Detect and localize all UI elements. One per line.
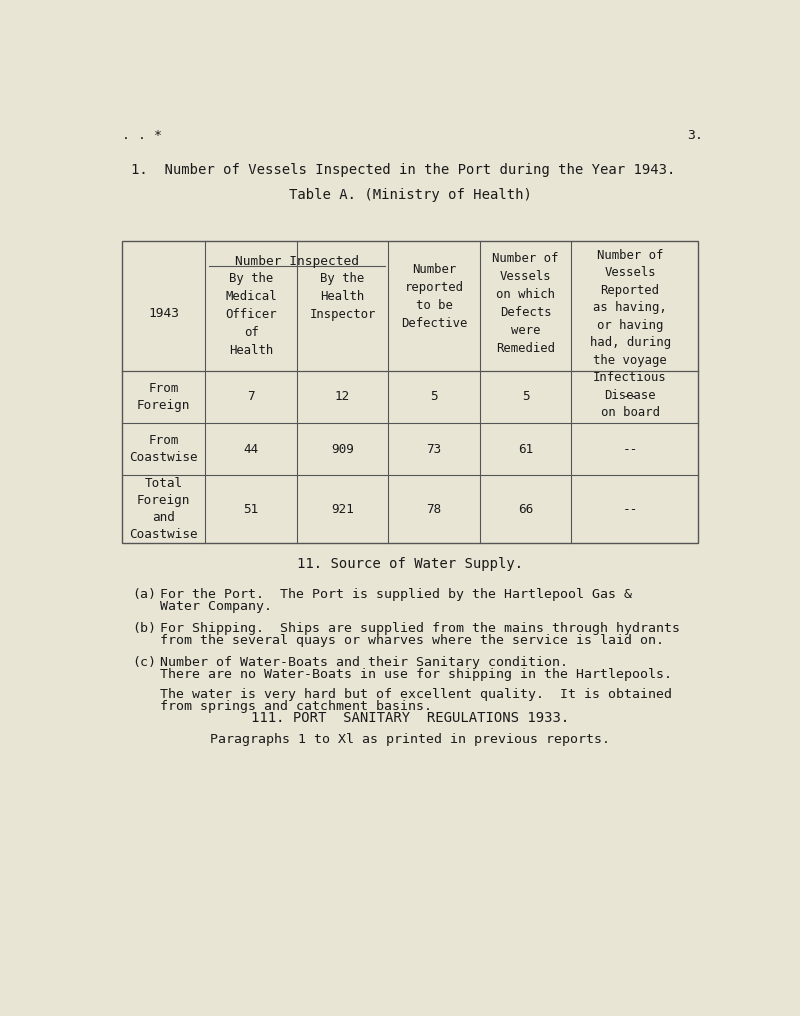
Text: --: -- bbox=[622, 390, 638, 403]
Text: 1943: 1943 bbox=[148, 307, 179, 320]
Text: 11. Source of Water Supply.: 11. Source of Water Supply. bbox=[297, 557, 523, 571]
Text: For Shipping.  Ships are supplied from the mains through hydrants: For Shipping. Ships are supplied from th… bbox=[161, 622, 681, 635]
Text: 78: 78 bbox=[426, 503, 442, 516]
Text: 3.: 3. bbox=[687, 129, 703, 142]
Text: From
Foreign: From Foreign bbox=[137, 382, 190, 411]
Text: 12: 12 bbox=[335, 390, 350, 403]
Text: Paragraphs 1 to Xl as printed in previous reports.: Paragraphs 1 to Xl as printed in previou… bbox=[210, 734, 610, 747]
Text: from springs and catchment basins.: from springs and catchment basins. bbox=[161, 700, 433, 713]
Text: For the Port.  The Port is supplied by the Hartlepool Gas &: For the Port. The Port is supplied by th… bbox=[161, 588, 633, 600]
Text: . . *: . . * bbox=[122, 129, 162, 142]
Text: Table A. (Ministry of Health): Table A. (Ministry of Health) bbox=[289, 188, 531, 202]
Text: 5: 5 bbox=[430, 390, 438, 403]
Text: --: -- bbox=[622, 503, 638, 516]
Text: Number of Water-Boats and their Sanitary condition.: Number of Water-Boats and their Sanitary… bbox=[161, 655, 569, 669]
Text: By the
Medical
Officer
of
Health: By the Medical Officer of Health bbox=[226, 272, 277, 357]
Text: The water is very hard but of excellent quality.  It is obtained: The water is very hard but of excellent … bbox=[161, 688, 673, 701]
Text: By the
Health
Inspector: By the Health Inspector bbox=[310, 272, 376, 321]
Text: 73: 73 bbox=[426, 443, 442, 455]
Text: 51: 51 bbox=[243, 503, 258, 516]
Text: from the several quays or wharves where the service is laid on.: from the several quays or wharves where … bbox=[161, 634, 665, 647]
Text: Water Company.: Water Company. bbox=[161, 600, 273, 613]
Text: Total
Foreign
and
Coastwise: Total Foreign and Coastwise bbox=[130, 478, 198, 542]
Text: 61: 61 bbox=[518, 443, 533, 455]
Text: (b): (b) bbox=[133, 622, 157, 635]
Text: Number
reported
to be
Defective: Number reported to be Defective bbox=[401, 263, 467, 330]
Text: 66: 66 bbox=[518, 503, 533, 516]
Text: Number of
Vessels
Reported
as having,
or having
had, during
the voyage
Infectiou: Number of Vessels Reported as having, or… bbox=[590, 249, 670, 420]
Text: Number Inspected: Number Inspected bbox=[235, 255, 359, 268]
Text: 1.  Number of Vessels Inspected in the Port during the Year 1943.: 1. Number of Vessels Inspected in the Po… bbox=[131, 164, 675, 177]
Text: (c): (c) bbox=[133, 655, 157, 669]
Bar bbox=[122, 241, 698, 544]
Text: There are no Water-Boats in use for shipping in the Hartlepools.: There are no Water-Boats in use for ship… bbox=[161, 668, 673, 681]
Text: 921: 921 bbox=[331, 503, 354, 516]
Text: 111. PORT  SANITARY  REGULATIONS 1933.: 111. PORT SANITARY REGULATIONS 1933. bbox=[251, 711, 569, 724]
Text: 44: 44 bbox=[243, 443, 258, 455]
Text: From
Coastwise: From Coastwise bbox=[130, 434, 198, 464]
Text: 7: 7 bbox=[247, 390, 255, 403]
Text: 5: 5 bbox=[522, 390, 530, 403]
Text: (a): (a) bbox=[133, 588, 157, 600]
Text: --: -- bbox=[622, 443, 638, 455]
Text: 909: 909 bbox=[331, 443, 354, 455]
Text: Number of
Vessels
on which
Defects
were
Remedied: Number of Vessels on which Defects were … bbox=[492, 252, 558, 355]
